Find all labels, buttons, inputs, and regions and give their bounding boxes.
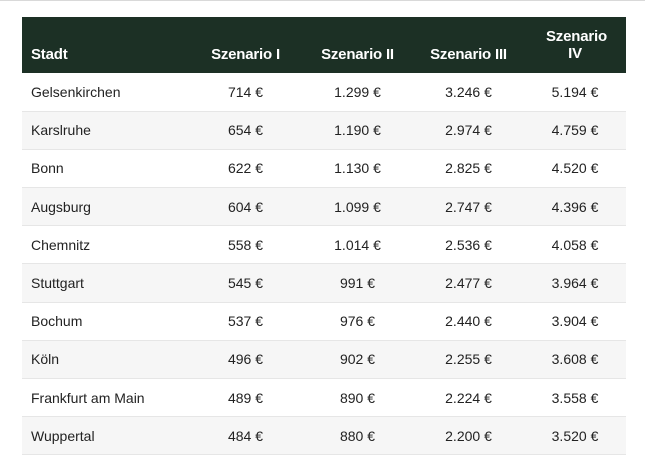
cell-scenario-1: 654 € [227, 122, 264, 139]
cell-scenario-3: 2.200 € [445, 427, 492, 444]
table-row: Frankfurt am Main 489 € 890 € 2.224 € 3.558 … [22, 378, 626, 417]
table-row: Augsburg 604 € 1.099 € 2.747 € 4.396 € [22, 187, 626, 226]
cell-scenario-2: 890 € [339, 389, 376, 406]
cell-city: Wuppertal [31, 427, 95, 444]
cell-scenario-2: 1.299 € [334, 83, 381, 100]
cell-scenario-1: 537 € [227, 313, 264, 330]
header-szenario-2: Szenario II [321, 45, 394, 63]
cell-scenario-3: 2.477 € [445, 275, 492, 292]
table-row: Chemnitz 558 € 1.014 € 2.536 € 4.058 € [22, 225, 626, 264]
cell-city: Köln [31, 351, 60, 368]
cell-scenario-2: 880 € [339, 427, 376, 444]
cell-city: Frankfurt am Main [31, 389, 145, 406]
cell-scenario-3: 2.255 € [445, 351, 492, 368]
cell-scenario-2: 902 € [339, 351, 376, 368]
table-row: Bochum 537 € 976 € 2.440 € 3.904 € [22, 302, 626, 341]
header-stadt: Stadt [31, 45, 68, 63]
cell-scenario-4: 3.520 € [551, 427, 599, 444]
cell-city: Augsburg [31, 198, 91, 215]
city-cost-table: Stadt Szenario I Szenario II Szenario II… [22, 17, 626, 455]
cell-scenario-3: 2.825 € [445, 160, 492, 177]
header-szenario-3: Szenario III [430, 45, 507, 63]
cell-scenario-4: 3.608 € [551, 351, 599, 368]
cell-scenario-4: 5.194 € [551, 83, 599, 100]
table-row: Wuppertal 484 € 880 € 2.200 € 3.520 € [22, 416, 626, 455]
cell-scenario-4: 4.396 € [551, 198, 599, 215]
table-body: Gelsenkirchen 714 € 1.299 € 3.246 € 5.194 € K… [22, 73, 626, 455]
table-row: Köln 496 € 902 € 2.255 € 3.608 € [22, 340, 626, 379]
cell-scenario-4: 3.558 € [551, 389, 599, 406]
cell-scenario-4: 4.759 € [551, 122, 599, 139]
cell-city: Karslruhe [31, 122, 91, 139]
cell-scenario-2: 1.190 € [334, 122, 381, 139]
cell-scenario-4: 4.520 € [551, 160, 599, 177]
table-row: Gelsenkirchen 714 € 1.299 € 3.246 € 5.194 € [22, 73, 626, 112]
cell-scenario-1: 714 € [227, 83, 264, 100]
cell-scenario-1: 558 € [227, 236, 264, 253]
cell-scenario-3: 2.536 € [445, 236, 492, 253]
table-row: Stuttgart 545 € 991 € 2.477 € 3.964 € [22, 263, 626, 303]
table-row: Karslruhe 654 € 1.190 € 2.974 € 4.759 € [22, 111, 626, 150]
table-header: Stadt Szenario I Szenario II Szenario II… [22, 17, 626, 73]
cell-scenario-3: 2.747 € [445, 198, 492, 215]
cell-scenario-4: 3.904 € [551, 313, 599, 330]
cell-scenario-3: 2.974 € [445, 122, 492, 139]
cell-city: Chemnitz [31, 236, 91, 253]
header-row: Stadt Szenario I Szenario II Szenario II… [22, 17, 626, 73]
table-row: Bonn 622 € 1.130 € 2.825 € 4.520 € [22, 149, 626, 188]
cell-scenario-1: 496 € [227, 351, 264, 368]
cell-scenario-3: 3.246 € [445, 83, 492, 100]
cell-scenario-4: 4.058 € [551, 236, 599, 253]
cell-city: Bochum [31, 313, 83, 330]
cell-city: Bonn [31, 160, 64, 177]
cell-scenario-2: 1.130 € [334, 160, 381, 177]
cell-scenario-2: 1.099 € [334, 198, 381, 215]
cell-scenario-4: 3.964 € [551, 275, 599, 292]
cell-city: Gelsenkirchen [31, 83, 121, 100]
top-divider [0, 0, 645, 1]
cell-scenario-1: 545 € [227, 275, 264, 292]
cell-scenario-2: 1.014 € [334, 236, 381, 253]
cell-scenario-3: 2.440 € [445, 313, 492, 330]
cell-scenario-1: 489 € [227, 389, 264, 406]
cell-scenario-2: 976 € [339, 313, 376, 330]
cell-city: Stuttgart [31, 275, 84, 292]
cell-scenario-3: 2.224 € [445, 389, 492, 406]
cell-scenario-1: 622 € [227, 160, 264, 177]
header-szenario-4: Szenario IV [546, 28, 607, 62]
cell-scenario-2: 991 € [339, 275, 376, 292]
data-table-container: Stadt Szenario I Szenario II Szenario II… [22, 17, 626, 455]
cell-scenario-1: 484 € [227, 427, 264, 444]
header-szenario-1: Szenario I [211, 45, 280, 63]
cell-scenario-1: 604 € [227, 198, 264, 215]
